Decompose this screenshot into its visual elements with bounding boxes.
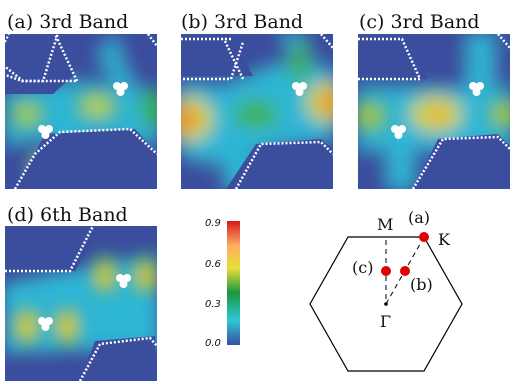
brillouin-zone-diagram: M K Γ (a) (b) (c) bbox=[300, 210, 510, 380]
panel-a-title: (a) 3rd Band bbox=[7, 11, 129, 33]
colorbar-tick-0.6: 0.6 bbox=[205, 259, 221, 270]
colorbar-tick-0.3: 0.3 bbox=[205, 299, 221, 310]
panel-c-title: (c) 3rd Band bbox=[359, 11, 480, 33]
colorbar-tick-0.9: 0.9 bbox=[205, 218, 221, 229]
label-gamma: Γ bbox=[380, 312, 392, 331]
label-b: (b) bbox=[410, 275, 433, 294]
gamma-point-marker bbox=[384, 302, 388, 306]
panel-d-title: (d) 6th Band bbox=[7, 204, 128, 226]
label-a: (a) bbox=[408, 208, 431, 227]
point-c-marker bbox=[381, 266, 391, 276]
panel-c-map bbox=[358, 34, 510, 189]
panel-b-map bbox=[181, 34, 333, 189]
label-k: K bbox=[438, 230, 450, 249]
panel-d-map bbox=[5, 226, 157, 381]
colorbar-tick-0.0: 0.0 bbox=[205, 338, 221, 349]
point-b-marker bbox=[400, 266, 410, 276]
label-c: (c) bbox=[352, 258, 374, 277]
label-m: M bbox=[377, 215, 394, 234]
colorbar bbox=[227, 221, 240, 345]
panel-a-map bbox=[5, 34, 157, 189]
point-a-marker bbox=[419, 232, 429, 242]
panel-b-title: (b) 3rd Band bbox=[181, 11, 304, 33]
colorbar-gradient bbox=[227, 221, 240, 345]
